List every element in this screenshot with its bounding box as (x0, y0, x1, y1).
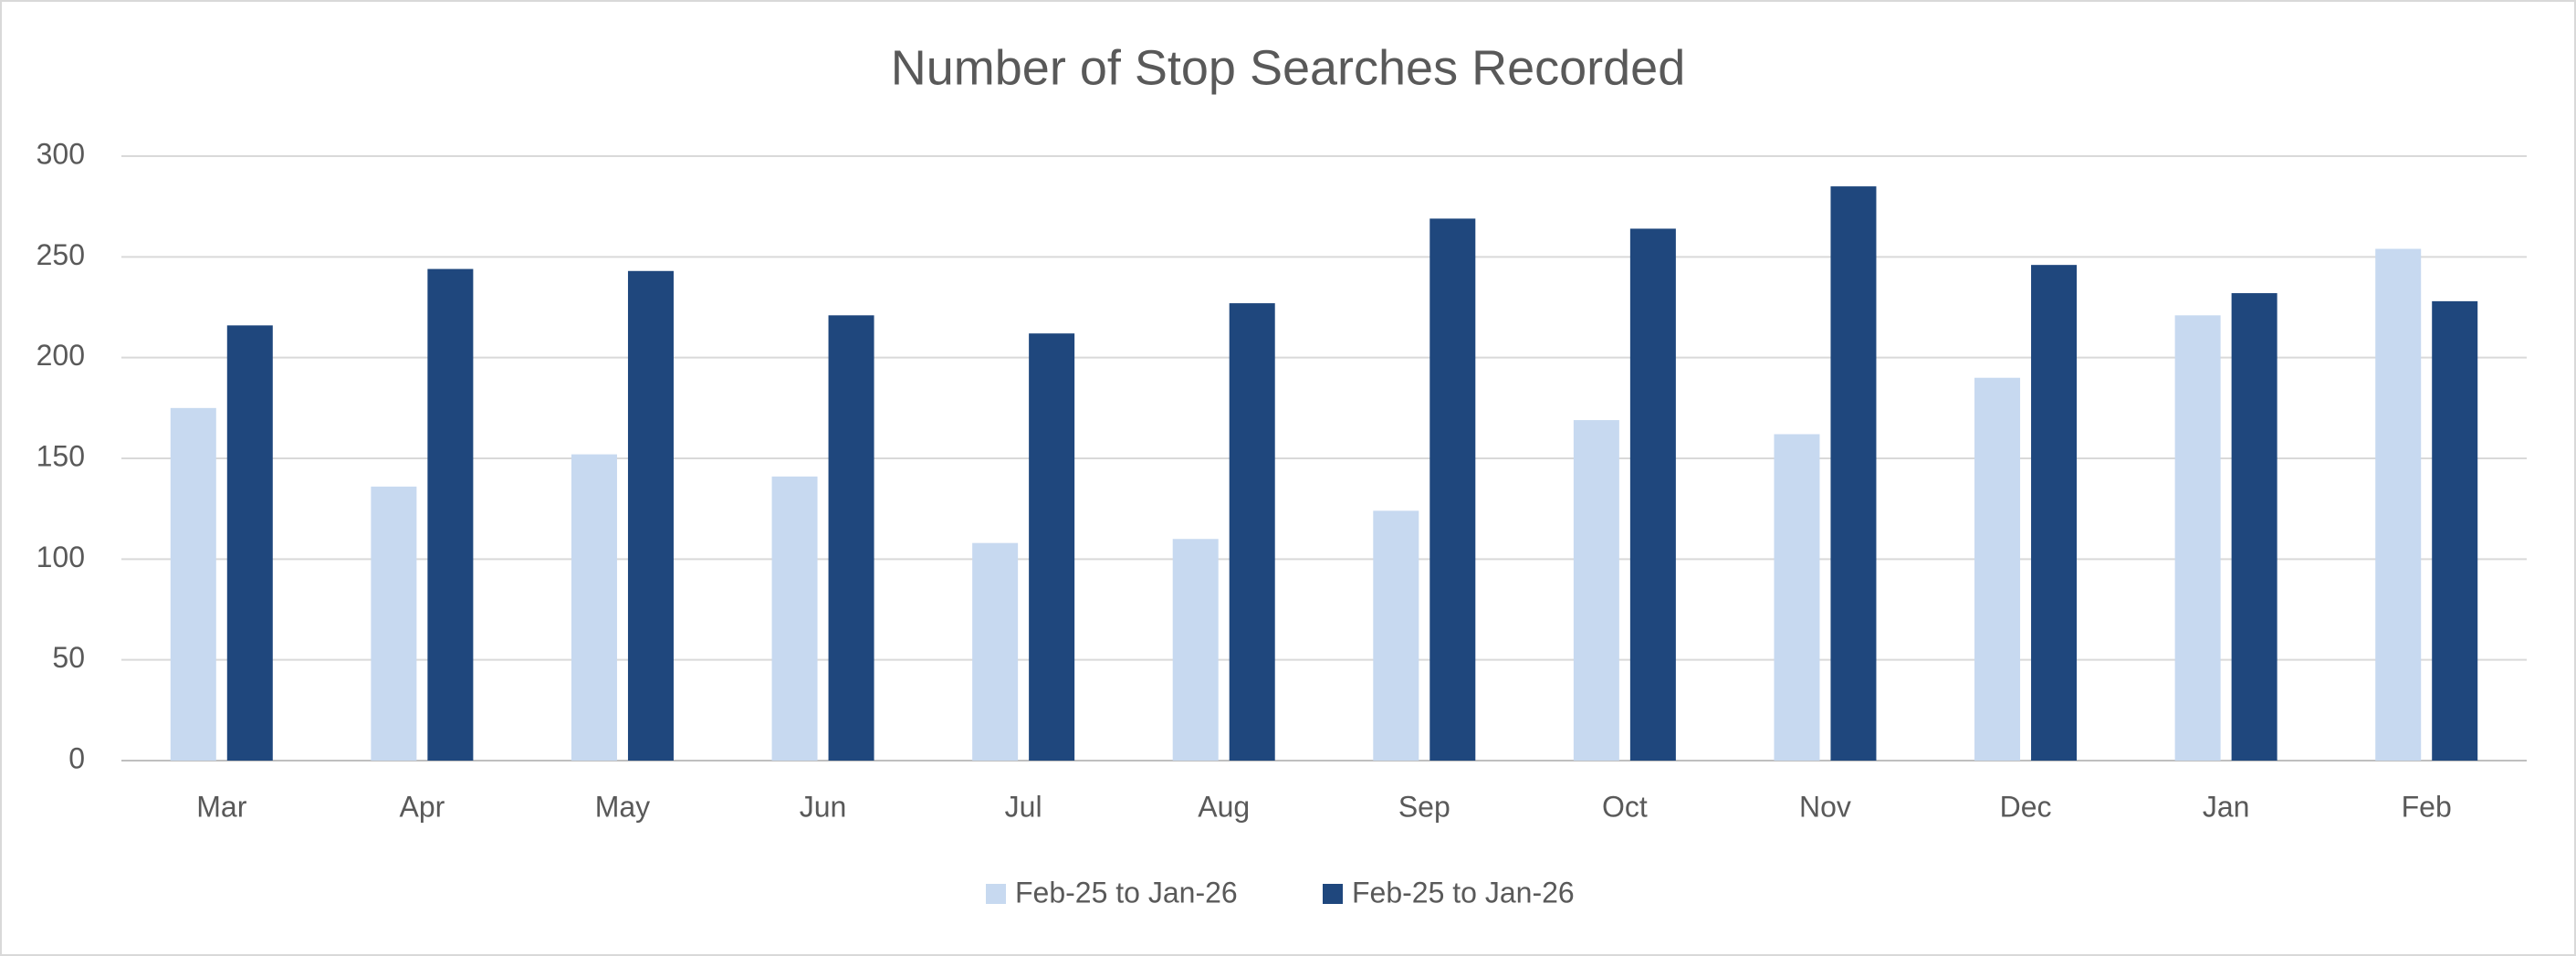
y-tick-label: 300 (37, 137, 85, 170)
bar (1029, 333, 1075, 761)
bar (828, 315, 874, 761)
bar (571, 454, 617, 761)
bar (2375, 248, 2422, 761)
bar (2031, 265, 2078, 761)
bar (1573, 420, 1619, 761)
bar (2231, 293, 2278, 761)
y-tick-label: 100 (37, 541, 85, 573)
bar (972, 542, 1019, 761)
x-tick-label: Jun (800, 790, 847, 823)
y-tick-label: 250 (37, 238, 85, 271)
bar (771, 476, 818, 761)
legend-swatch (1323, 884, 1343, 904)
bar (1373, 510, 1419, 761)
bar (1629, 228, 1676, 761)
y-tick-label: 0 (68, 741, 85, 774)
bar (2174, 315, 2221, 761)
x-tick-label: Oct (1602, 790, 1648, 823)
bar (226, 325, 273, 761)
x-tick-label: Jan (2203, 790, 2250, 823)
x-tick-label: Nov (1799, 790, 1851, 823)
x-tick-label: Sep (1398, 790, 1450, 823)
bar (627, 270, 674, 761)
bar (170, 407, 216, 761)
x-tick-label: May (595, 790, 650, 823)
bar (427, 268, 474, 761)
bar (1172, 539, 1219, 761)
bar (1774, 434, 1820, 761)
legend-label: Feb-25 to Jan-26 (1015, 876, 1238, 909)
legend-label: Feb-25 to Jan-26 (1352, 876, 1575, 909)
x-tick-label: Jul (1005, 790, 1042, 823)
y-tick-label: 50 (52, 641, 85, 674)
x-tick-label: Aug (1198, 790, 1250, 823)
bar (1429, 218, 1476, 761)
x-tick-label: Feb (2402, 790, 2452, 823)
x-tick-label: Dec (2000, 790, 2052, 823)
bar (371, 486, 417, 761)
bar (1974, 377, 2021, 761)
x-tick-label: Apr (399, 790, 445, 823)
chart-title: Number of Stop Searches Recorded (891, 40, 1685, 95)
y-tick-label: 150 (37, 439, 85, 472)
bar (1830, 186, 1877, 762)
bar (2432, 300, 2478, 761)
y-tick-label: 200 (37, 339, 85, 372)
x-tick-label: Mar (196, 790, 246, 823)
bar (1229, 303, 1275, 761)
legend-swatch (986, 884, 1006, 904)
